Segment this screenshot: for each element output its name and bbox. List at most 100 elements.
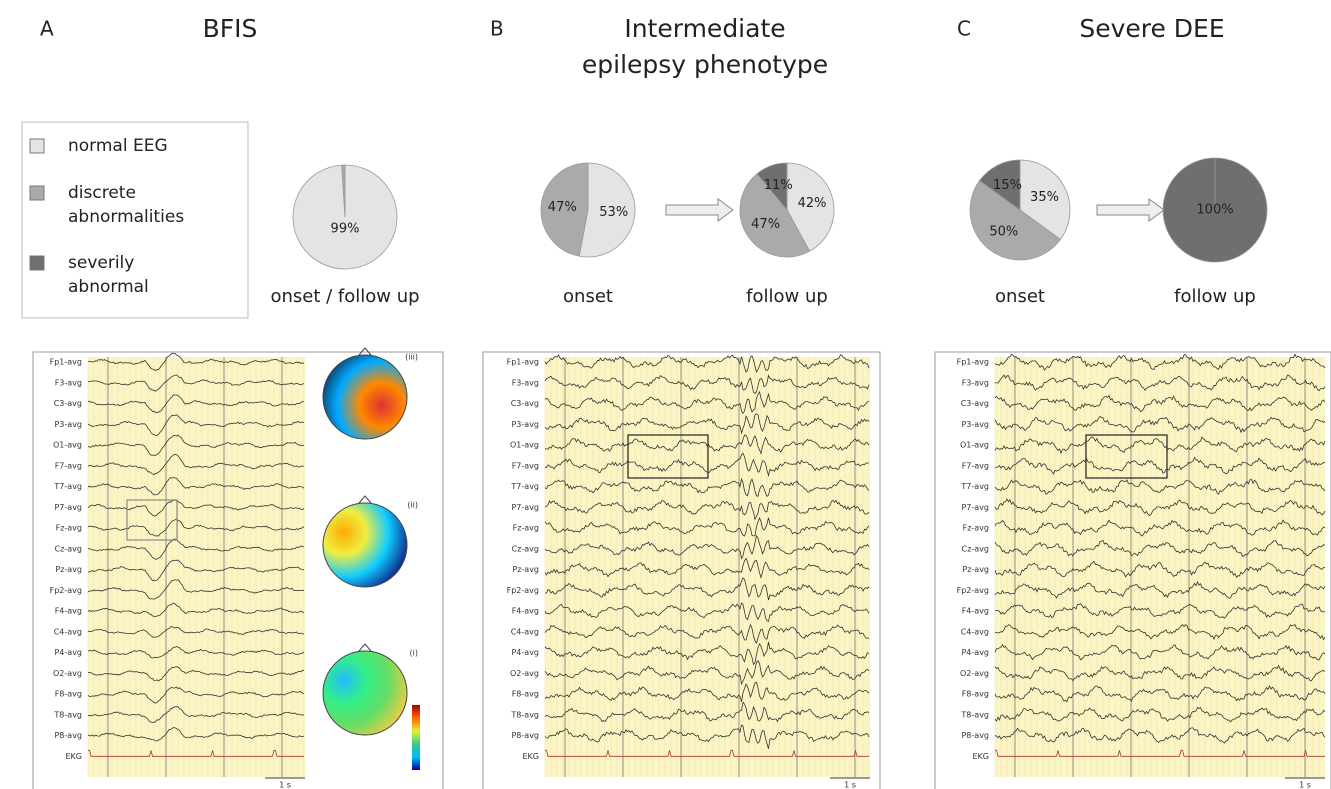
- pie-slice: [1019, 159, 1071, 240]
- pie-slice: [978, 159, 1021, 211]
- eeg-trace: [994, 456, 1326, 475]
- eeg-trace: [544, 641, 870, 666]
- scale-label: 1 s: [844, 781, 856, 789]
- eeg-trace: [544, 353, 870, 374]
- channel-label: P7-avg: [511, 503, 539, 512]
- arrow: [1096, 198, 1165, 222]
- pie-slice: [756, 162, 788, 212]
- eeg-trace: [544, 517, 870, 537]
- eeg-trace: [87, 453, 304, 476]
- channel-label: Cz-avg: [55, 544, 82, 553]
- channel-label: P4-avg: [511, 648, 539, 657]
- channel-label: EKG: [973, 752, 990, 761]
- eeg-trace: [87, 434, 305, 456]
- eeg-trace: [995, 749, 1325, 757]
- eeg-trace: [88, 749, 304, 757]
- eeg-trace: [544, 577, 870, 601]
- channel-label: C4-avg: [961, 627, 989, 636]
- legend-swatch: [29, 255, 45, 271]
- legend-swatch: [29, 138, 45, 154]
- channel-label: Fz-avg: [963, 524, 989, 533]
- eeg-trace: [544, 390, 870, 415]
- eeg-trace: [87, 477, 305, 496]
- channel-label: O1-avg: [510, 441, 539, 450]
- channel-label: O2-avg: [53, 669, 82, 678]
- channel-label: F4-avg: [512, 607, 539, 616]
- scale-label: 1 s: [279, 781, 291, 789]
- eeg-trace: [994, 603, 1326, 619]
- pie-value-label: 42%: [798, 196, 827, 211]
- eeg-trace: [544, 477, 870, 498]
- eeg-trace: [87, 374, 305, 392]
- eeg-trace: [544, 681, 870, 702]
- eeg-trace: [544, 452, 870, 478]
- pie-value-label: 11%: [764, 178, 793, 193]
- eeg-trace: [994, 539, 1326, 557]
- legend-swatch: [29, 185, 45, 201]
- topo-nose: [358, 495, 372, 504]
- panel-title: BFIS: [203, 14, 258, 43]
- pie-label: follow up: [1174, 286, 1256, 307]
- pie-value-label: 50%: [989, 225, 1018, 240]
- eeg-trace: [994, 685, 1326, 703]
- channel-label: Fp1-avg: [507, 358, 539, 367]
- eeg-trace: [994, 623, 1326, 641]
- eeg-trace: [87, 559, 305, 582]
- highlight-box: [126, 499, 178, 541]
- channel-label: O1-avg: [960, 441, 989, 450]
- channel-label: P3-avg: [511, 420, 539, 429]
- channel-label: F8-avg: [512, 690, 539, 699]
- colorbar: [412, 705, 420, 770]
- panel-letter: B: [490, 17, 504, 41]
- channel-label: F7-avg: [512, 461, 539, 470]
- pie-value-label: 100%: [1196, 203, 1233, 218]
- channel-label: F4-avg: [962, 607, 989, 616]
- channel-label: Fp2-avg: [507, 586, 539, 595]
- channel-label: F4-avg: [55, 607, 82, 616]
- eeg-trace: [87, 686, 305, 704]
- eeg-trace: [87, 706, 305, 723]
- eeg-trace: [994, 479, 1326, 495]
- eeg-trace: [87, 666, 305, 682]
- topo-map: [322, 502, 408, 588]
- channel-label: F7-avg: [55, 461, 82, 470]
- eeg-trace: [87, 394, 305, 414]
- pie-slice: [786, 162, 835, 252]
- channel-label: C3-avg: [511, 399, 539, 408]
- pie-value-label: 15%: [993, 178, 1022, 193]
- eeg-trace: [544, 413, 870, 435]
- eeg-trace: [544, 557, 870, 579]
- channel-label: O2-avg: [960, 669, 989, 678]
- highlight-box: [627, 434, 709, 479]
- legend-label: severily abnormal: [68, 253, 149, 297]
- channel-label: F3-avg: [55, 378, 82, 387]
- pie-value-label: 53%: [599, 205, 628, 220]
- map-label: (ii): [407, 501, 418, 510]
- eeg-trace: [994, 643, 1326, 661]
- channel-label: Fp2-avg: [957, 586, 989, 595]
- pie-slice: [540, 162, 589, 257]
- channel-label: P8-avg: [54, 731, 82, 740]
- eeg-trace: [544, 434, 870, 455]
- panel-title: epilepsy phenotype: [582, 50, 828, 79]
- eeg-trace: [545, 749, 869, 757]
- pie-value-label: 47%: [548, 200, 577, 215]
- map-label: (i): [410, 649, 418, 658]
- eeg-trace: [87, 518, 305, 537]
- channel-label: Fz-avg: [513, 524, 539, 533]
- arrows: [665, 198, 1165, 222]
- channel-label: Pz-avg: [55, 565, 82, 574]
- eeg-trace: [994, 581, 1326, 599]
- channel-label: Cz-avg: [962, 544, 989, 553]
- eeg-trace: [994, 519, 1326, 537]
- legend-box: [21, 121, 249, 319]
- panel-letter: A: [40, 17, 54, 41]
- panel-title: Intermediate: [624, 14, 785, 43]
- eeg-trace: [544, 701, 870, 723]
- channel-label: Fp1-avg: [50, 358, 82, 367]
- eeg-trace: [88, 626, 305, 638]
- eeg-trace: [994, 374, 1326, 392]
- channel-label: EKG: [523, 752, 540, 761]
- eeg-trace: [544, 623, 870, 645]
- channel-label: C3-avg: [961, 399, 989, 408]
